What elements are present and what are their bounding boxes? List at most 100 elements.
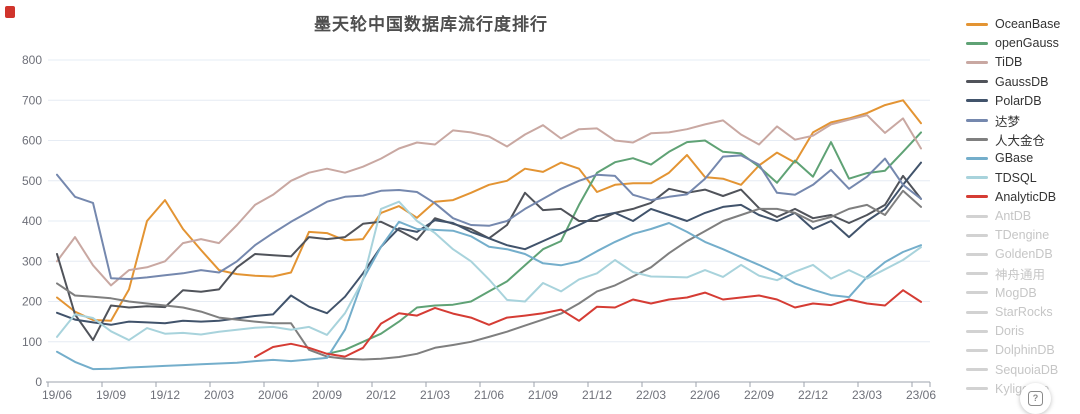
legend-item-GaussDB[interactable]: GaussDB <box>966 73 1049 91</box>
y-axis-label-700: 700 <box>22 93 42 107</box>
x-axis-label-22/06: 22/06 <box>690 388 720 402</box>
help-icon: ? <box>1028 391 1043 406</box>
legend-item-MogDB[interactable]: MogDB <box>966 284 1037 302</box>
legend-item-SequoiaDB[interactable]: SequoiaDB <box>966 361 1058 379</box>
legend-item-OceanBase[interactable]: OceanBase <box>966 15 1060 33</box>
x-axis-label-19/06: 19/06 <box>42 388 72 402</box>
x-axis-label-22/12: 22/12 <box>798 388 828 402</box>
legend-item-openGauss[interactable]: openGauss <box>966 34 1059 52</box>
help-button[interactable]: ? <box>1020 383 1051 414</box>
x-axis-label-19/09: 19/09 <box>96 388 126 402</box>
series-line-TiDB <box>56 114 922 287</box>
legend-swatch-SequoiaDB <box>966 368 988 372</box>
y-axis-label-0: 0 <box>35 375 42 389</box>
legend-swatch-Doris <box>966 329 988 333</box>
legend-swatch-AnalyticDB <box>966 195 988 199</box>
legend-swatch-DolphinDB <box>966 348 988 352</box>
x-axis-label-21/06: 21/06 <box>474 388 504 402</box>
legend-label-GoldenDB: GoldenDB <box>995 247 1053 262</box>
series-line-TDSQL <box>56 200 922 342</box>
legend-item-神舟通用[interactable]: 神舟通用 <box>966 265 1045 283</box>
legend-swatch-OceanBase <box>966 22 988 26</box>
legend-item-StarRocks[interactable]: StarRocks <box>966 303 1053 321</box>
legend-label-TiDB: TiDB <box>995 55 1023 70</box>
legend-label-GaussDB: GaussDB <box>995 74 1049 89</box>
y-axis-label-500: 500 <box>22 174 42 188</box>
legend-item-GBase[interactable]: GBase <box>966 149 1033 167</box>
series-line-人大金仓 <box>56 189 922 361</box>
x-axis-label-21/03: 21/03 <box>420 388 450 402</box>
y-axis-label-400: 400 <box>22 214 42 228</box>
legend-label-StarRocks: StarRocks <box>995 305 1053 319</box>
legend-swatch-openGauss <box>966 41 988 45</box>
legend-label-人大金仓: 人大金仓 <box>995 133 1046 148</box>
legend-label-openGauss: openGauss <box>995 36 1059 51</box>
top-left-red-mark <box>5 6 15 18</box>
series-line-OceanBase <box>56 99 922 322</box>
chart-title: 墨天轮中国数据库流行度排行 <box>314 15 548 34</box>
x-axis-label-20/06: 20/06 <box>258 388 288 402</box>
legend-label-达梦: 达梦 <box>995 114 1021 129</box>
legend-swatch-MogDB <box>966 291 988 295</box>
y-axis-label-800: 800 <box>22 53 42 67</box>
legend-swatch-PolarDB <box>966 99 988 103</box>
series-line-PolarDB <box>56 161 922 326</box>
legend-swatch-Kyligence <box>966 387 988 391</box>
legend-label-AnalyticDB: AnalyticDB <box>995 189 1057 204</box>
legend-swatch-TDSQL <box>966 176 988 180</box>
legend-item-TDSQL[interactable]: TDSQL <box>966 169 1037 187</box>
legend-label-AntDB: AntDB <box>995 209 1032 223</box>
y-axis-label-100: 100 <box>22 335 42 349</box>
legend-swatch-GoldenDB <box>966 252 988 256</box>
legend-label-GBase: GBase <box>995 151 1034 166</box>
series-line-GBase <box>56 220 922 371</box>
legend-label-MogDB: MogDB <box>995 285 1037 300</box>
series-line-达梦 <box>56 154 922 280</box>
y-axis-label-600: 600 <box>22 134 42 148</box>
legend-label-Doris: Doris <box>995 324 1025 339</box>
x-axis-label-21/12: 21/12 <box>582 388 612 402</box>
y-axis-label-300: 300 <box>22 254 42 268</box>
legend-swatch-TDengine <box>966 233 988 237</box>
x-axis-label-23/06: 23/06 <box>906 388 936 402</box>
legend-item-TDengine[interactable]: TDengine <box>966 226 1049 244</box>
legend-swatch-GBase <box>966 156 988 160</box>
x-axis-label-20/03: 20/03 <box>204 388 234 402</box>
y-axis-label-200: 200 <box>22 295 42 309</box>
series-line-openGauss <box>326 131 922 355</box>
x-axis-label-22/03: 22/03 <box>636 388 666 402</box>
legend-swatch-GaussDB <box>966 80 988 84</box>
legend-label-TDengine: TDengine <box>995 228 1050 243</box>
legend-label-神舟通用: 神舟通用 <box>995 268 1046 283</box>
chart-legend: OceanBase openGauss TiDB GaussDB PolarDB 达梦人大… <box>966 0 1080 414</box>
x-axis-label-22/09: 22/09 <box>744 388 774 402</box>
legend-item-TiDB[interactable]: TiDB <box>966 53 1022 71</box>
legend-label-OceanBase: OceanBase <box>995 17 1061 31</box>
legend-item-Doris[interactable]: Doris <box>966 322 1024 340</box>
legend-label-PolarDB: PolarDB <box>995 93 1042 108</box>
legend-item-DolphinDB[interactable]: DolphinDB <box>966 341 1055 359</box>
x-axis-label-20/12: 20/12 <box>366 388 396 402</box>
legend-item-GoldenDB[interactable]: GoldenDB <box>966 245 1053 263</box>
legend-item-AnalyticDB[interactable]: AnalyticDB <box>966 188 1056 206</box>
x-axis-label-21/09: 21/09 <box>528 388 558 402</box>
legend-swatch-神舟通用 <box>966 272 988 276</box>
legend-item-PolarDB[interactable]: PolarDB <box>966 92 1042 110</box>
legend-swatch-StarRocks <box>966 310 988 314</box>
x-axis-label-23/03: 23/03 <box>852 388 882 402</box>
x-axis-label-19/12: 19/12 <box>150 388 180 402</box>
legend-swatch-达梦 <box>966 118 988 122</box>
x-axis-label-20/09: 20/09 <box>312 388 342 402</box>
legend-item-达梦[interactable]: 达梦 <box>966 111 1020 129</box>
series-line-GaussDB <box>56 174 922 342</box>
legend-swatch-TiDB <box>966 60 988 64</box>
legend-swatch-人大金仓 <box>966 137 988 141</box>
legend-item-AntDB[interactable]: AntDB <box>966 207 1031 225</box>
legend-item-人大金仓[interactable]: 人大金仓 <box>966 130 1045 148</box>
series-line-AnalyticDB <box>254 289 922 358</box>
legend-label-DolphinDB: DolphinDB <box>995 343 1055 358</box>
legend-label-TDSQL: TDSQL <box>995 170 1037 185</box>
legend-label-SequoiaDB: SequoiaDB <box>995 362 1059 377</box>
